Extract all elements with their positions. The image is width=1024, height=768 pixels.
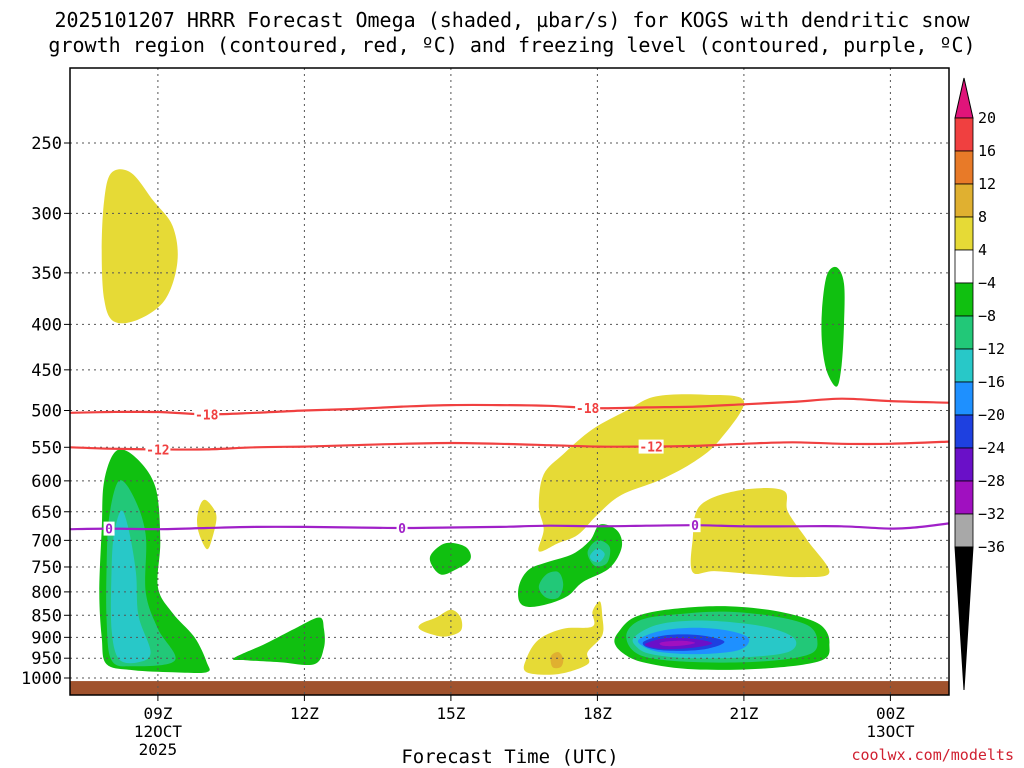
colorbar-top-arrow <box>954 77 974 119</box>
isotherm-minus-12-label-bg-0 <box>145 442 171 457</box>
colorbar-label-1: 16 <box>978 142 996 160</box>
x-tick-label-21Z: 21Z <box>729 704 758 723</box>
y-tick-label-850: 850 <box>31 606 62 626</box>
colorbar-label-4: 4 <box>978 241 987 259</box>
omega-region-10 <box>232 617 325 666</box>
omega-region-5 <box>523 601 604 675</box>
isotherm-minus-18-label-bg-1 <box>575 401 601 416</box>
ground-bar <box>70 681 949 695</box>
isotherm-minus-18-label-bg-0 <box>194 407 220 422</box>
freezing-level-label-bg-1 <box>396 521 408 536</box>
isotherm-minus-12-label-1: -12 <box>639 441 662 456</box>
colorbar-label-6: −8 <box>978 307 996 325</box>
colorbar-swatch-3 <box>954 216 974 251</box>
chart-title-line2: growth region (contoured, red, ºC) and f… <box>48 33 976 57</box>
y-tick-label-300: 300 <box>31 204 62 224</box>
colorbar-label-9: −20 <box>978 406 1005 424</box>
y-tick-label-250: 250 <box>31 134 62 154</box>
freezing-level-label-2: 0 <box>691 519 699 534</box>
isotherm-minus-18-label-0: -18 <box>195 408 219 423</box>
colorbar-swatch-2 <box>954 183 974 218</box>
colorbar-swatch-0 <box>954 117 974 152</box>
colorbar-label-11: −28 <box>978 472 1005 490</box>
isotherm-minus-12-label-0: -12 <box>146 443 169 458</box>
omega-region-4 <box>690 488 830 578</box>
colorbar-label-5: −4 <box>978 274 996 292</box>
freezing-level-label-1: 0 <box>398 522 406 537</box>
x-tick-label-15Z: 15Z <box>436 704 465 723</box>
y-tick-label-950: 950 <box>31 649 62 669</box>
colorbar-label-8: −16 <box>978 373 1005 391</box>
colorbar-bottom-arrow <box>954 546 974 691</box>
colorbar-label-3: 8 <box>978 208 987 226</box>
colorbar-swatch-12 <box>954 513 974 548</box>
omega-region-9 <box>110 510 151 664</box>
colorbar-label-7: −12 <box>978 340 1005 358</box>
colorbar: 20 16 12 8 4 −4 −8 −12 −16 −20 −24 −28 −32 −36 <box>954 77 1005 691</box>
y-tick-label-750: 750 <box>31 558 62 578</box>
freezing-level-label-bg-2 <box>689 518 701 533</box>
y-tick-label-450: 450 <box>31 361 62 381</box>
x-tick-label-12Z: 12Z <box>290 704 319 723</box>
chart-title-line1: 2025101207 HRRR Forecast Omega (shaded, … <box>54 8 970 32</box>
x-tick-sublabel-00Z-0: 13OCT <box>866 722 915 741</box>
x-axis-label: Forecast Time (UTC) <box>401 746 619 768</box>
omega-region-2 <box>418 609 463 637</box>
y-tick-label-400: 400 <box>31 315 62 335</box>
colorbar-swatch-8 <box>954 381 974 416</box>
omega-region-0 <box>101 169 178 324</box>
y-tick-label-800: 800 <box>31 583 62 603</box>
colorbar-swatch-7 <box>954 348 974 383</box>
freezing-level-line <box>70 522 949 531</box>
y-tick-label-500: 500 <box>31 402 62 422</box>
y-axis: 2503003504004505005506006507007508008509… <box>21 134 70 689</box>
colorbar-swatch-1 <box>954 150 974 185</box>
colorbar-swatch-4 <box>954 249 974 284</box>
y-tick-label-1000: 1000 <box>21 669 62 689</box>
colorbar-label-2: 12 <box>978 175 996 193</box>
colorbar-label-13: −36 <box>978 538 1005 556</box>
y-tick-label-600: 600 <box>31 472 62 492</box>
x-tick-sublabel-09Z-0: 12OCT <box>134 722 183 741</box>
temperature-contours: -18 -18 -12 -12 0 0 0 <box>70 397 949 538</box>
colorbar-swatch-9 <box>954 414 974 449</box>
omega-region-1 <box>197 499 217 550</box>
ground-layer <box>70 681 949 695</box>
freezing-level-label-0: 0 <box>105 523 113 538</box>
colorbar-swatch-5 <box>954 282 974 317</box>
colorbar-label-0: 20 <box>978 109 996 127</box>
plot-frame <box>69 67 950 696</box>
y-tick-label-700: 700 <box>31 531 62 551</box>
x-tick-label-09Z: 09Z <box>143 704 172 723</box>
isotherm-minus-18-label-1: -18 <box>576 402 600 417</box>
y-tick-label-650: 650 <box>31 503 62 523</box>
credit-text: coolwx.com/modelts <box>851 746 1014 764</box>
omega-region-3 <box>538 394 745 552</box>
colorbar-swatch-11 <box>954 480 974 515</box>
y-tick-label-350: 350 <box>31 264 62 284</box>
x-tick-label-18Z: 18Z <box>583 704 612 723</box>
omega-region-23 <box>659 640 696 647</box>
y-tick-label-550: 550 <box>31 438 62 458</box>
colorbar-label-12: −32 <box>978 505 1005 523</box>
grid-lines <box>70 68 949 695</box>
omega-region-6 <box>550 652 564 669</box>
isotherm-minus-12-label-bg-1 <box>638 439 664 454</box>
colorbar-swatch-6 <box>954 315 974 350</box>
plot-area <box>70 68 949 695</box>
colorbar-swatch-10 <box>954 447 974 482</box>
y-tick-label-900: 900 <box>31 628 62 648</box>
isotherm-minus-12-line <box>70 440 949 451</box>
omega-region-17 <box>821 266 845 387</box>
freezing-level-label-bg-0 <box>103 521 115 536</box>
omega-shading <box>99 169 845 675</box>
x-tick-sublabel-09Z-1: 2025 <box>139 740 178 759</box>
colorbar-label-10: −24 <box>978 439 1005 457</box>
x-tick-label-00Z: 00Z <box>876 704 905 723</box>
